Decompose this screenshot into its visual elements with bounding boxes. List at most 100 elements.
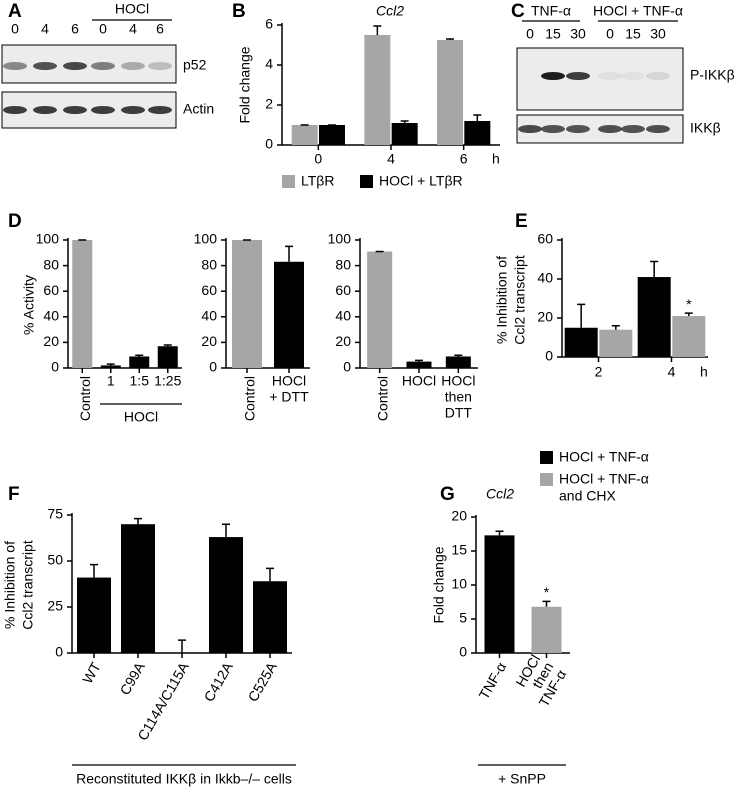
legend-label: and CHX xyxy=(559,488,616,504)
blot-band xyxy=(121,106,145,114)
y-tick-label: 100 xyxy=(328,231,352,247)
band-label: Actin xyxy=(183,101,214,117)
y-tick-label: 20 xyxy=(537,309,553,325)
lane-label: 15 xyxy=(545,26,561,42)
bar xyxy=(318,125,345,145)
error-bar xyxy=(266,567,274,582)
bar xyxy=(367,251,393,368)
lane-label: 0 xyxy=(606,26,614,42)
blot-band xyxy=(566,72,590,80)
x-unit: h xyxy=(492,151,500,167)
x-tick-label: C525A xyxy=(245,659,281,705)
bar xyxy=(291,125,318,145)
error-bar xyxy=(400,120,409,123)
error-bar xyxy=(135,354,144,357)
y-tick-label: 80 xyxy=(201,256,217,272)
x-axis-label: Reconstituted IKKβ in Ikkb–/– cells xyxy=(76,771,292,787)
legend-label: HOCl + TNF-α xyxy=(559,471,649,487)
bar xyxy=(121,524,155,653)
y-tick-label: 0 xyxy=(51,359,59,375)
y-tick-label: 40 xyxy=(537,270,553,286)
legend-swatch xyxy=(282,175,295,188)
x-tick-label: 4 xyxy=(387,151,395,167)
blot-band xyxy=(91,62,115,70)
bar xyxy=(77,577,111,653)
lane-label: 0 xyxy=(526,26,534,42)
x-tick-label: Control xyxy=(242,376,258,421)
y-tick-label: 60 xyxy=(43,282,59,298)
blot-band xyxy=(621,125,645,133)
error-bar xyxy=(285,245,293,262)
lane-label: 4 xyxy=(41,21,49,37)
y-tick-label: 60 xyxy=(201,282,217,298)
lane-label: 6 xyxy=(71,21,79,37)
y-axis-label: Fold change xyxy=(237,46,253,123)
y-tick-label: 20 xyxy=(451,508,467,524)
y-tick-label: 5 xyxy=(459,610,467,626)
blot-band xyxy=(518,125,542,133)
lane-label: 30 xyxy=(570,26,586,42)
y-tick-label: 20 xyxy=(43,333,59,349)
legend-swatch xyxy=(540,473,553,486)
y-tick-label: 100 xyxy=(194,231,218,247)
error-bar xyxy=(577,303,586,328)
x-tick-label: C99A xyxy=(116,659,148,698)
blot-band xyxy=(91,106,115,114)
x-tick-label: then xyxy=(445,389,472,405)
error-bar xyxy=(134,517,142,525)
y-tick-label: 0 xyxy=(265,136,273,152)
y-axis-label: % Activity xyxy=(21,275,37,335)
error-bar xyxy=(222,523,230,538)
y-tick-label: 40 xyxy=(201,308,217,324)
significance-mark: * xyxy=(544,584,550,600)
bar xyxy=(364,35,391,145)
bar xyxy=(599,329,633,357)
x-tick-label: Control xyxy=(374,376,390,421)
legend-label: HOCl + TNF-α xyxy=(559,449,649,465)
y-tick-label: 80 xyxy=(43,256,59,272)
bar xyxy=(100,365,121,368)
lane-label: 30 xyxy=(650,26,666,42)
y-tick-label: 50 xyxy=(47,552,63,568)
error-bar xyxy=(373,25,382,35)
panel-label: C xyxy=(511,1,525,22)
x-tick-label: 0 xyxy=(314,151,322,167)
lane-label: 0 xyxy=(11,21,19,37)
lane-label: 0 xyxy=(99,21,107,37)
blot-band xyxy=(33,106,57,114)
y-axis-label: Ccl2 transcript xyxy=(20,540,36,630)
blot-box xyxy=(516,47,684,111)
y-tick-label: 100 xyxy=(36,231,60,247)
blot-band xyxy=(63,106,87,114)
panel-label: E xyxy=(515,211,528,232)
error-bar xyxy=(454,354,463,357)
band-label: IKKβ xyxy=(690,120,721,136)
y-tick-label: 4 xyxy=(265,56,273,72)
error-bar xyxy=(446,38,455,40)
y-axis-label: Ccl2 transcript xyxy=(512,255,528,345)
y-axis-label: % Inhibition of xyxy=(2,541,18,629)
x-tick-label: 6 xyxy=(460,151,468,167)
y-tick-label: 80 xyxy=(335,256,351,272)
error-bar xyxy=(650,260,659,278)
chart-title: Ccl2 xyxy=(376,3,404,19)
legend-swatch xyxy=(540,451,553,464)
legend-label: LTβR xyxy=(301,173,334,189)
blot-band xyxy=(148,106,172,114)
error-bar xyxy=(163,344,172,347)
bar xyxy=(209,537,243,653)
error-bar xyxy=(611,325,620,330)
blot-band xyxy=(646,125,670,133)
bar xyxy=(391,123,418,145)
blot-band xyxy=(541,72,565,80)
y-tick-label: 0 xyxy=(55,644,63,660)
bar xyxy=(445,356,471,368)
legend-label: HOCl + LTβR xyxy=(379,173,463,189)
y-axis-label: % Inhibition of xyxy=(494,256,510,344)
bar xyxy=(157,346,178,368)
blot-band xyxy=(621,72,645,80)
y-tick-label: 40 xyxy=(335,308,351,324)
y-tick-label: 25 xyxy=(47,598,63,614)
bar xyxy=(464,121,491,145)
blot-band xyxy=(598,72,622,80)
